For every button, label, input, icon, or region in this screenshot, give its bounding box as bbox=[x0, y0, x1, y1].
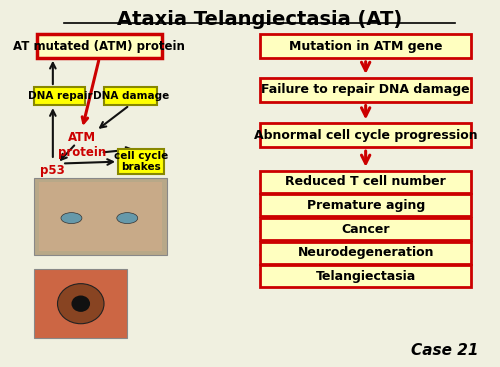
FancyBboxPatch shape bbox=[260, 171, 472, 193]
FancyBboxPatch shape bbox=[118, 149, 164, 174]
Text: Premature aging: Premature aging bbox=[306, 199, 425, 212]
Ellipse shape bbox=[58, 284, 104, 324]
FancyBboxPatch shape bbox=[260, 265, 472, 287]
Bar bbox=[34, 269, 128, 338]
Text: Failure to repair DNA damage: Failure to repair DNA damage bbox=[262, 83, 470, 96]
Text: ATM
protein: ATM protein bbox=[58, 131, 106, 159]
Text: Neurodegeneration: Neurodegeneration bbox=[298, 246, 434, 259]
FancyBboxPatch shape bbox=[260, 34, 472, 58]
FancyBboxPatch shape bbox=[260, 195, 472, 216]
Bar bbox=[39, 182, 162, 251]
Ellipse shape bbox=[61, 212, 82, 224]
FancyBboxPatch shape bbox=[260, 218, 472, 240]
FancyBboxPatch shape bbox=[260, 123, 472, 147]
FancyBboxPatch shape bbox=[260, 242, 472, 264]
FancyBboxPatch shape bbox=[36, 34, 162, 58]
FancyBboxPatch shape bbox=[260, 78, 472, 102]
FancyBboxPatch shape bbox=[104, 87, 158, 105]
Text: Ataxia Telangiectasia (AT): Ataxia Telangiectasia (AT) bbox=[117, 11, 403, 29]
Text: Mutation in ATM gene: Mutation in ATM gene bbox=[289, 40, 442, 52]
Text: p53: p53 bbox=[40, 164, 65, 177]
Text: DNA repair: DNA repair bbox=[28, 91, 92, 101]
Text: Case 21: Case 21 bbox=[411, 343, 478, 358]
Ellipse shape bbox=[117, 212, 138, 224]
Text: Reduced T cell number: Reduced T cell number bbox=[286, 175, 446, 188]
Ellipse shape bbox=[72, 295, 90, 312]
FancyBboxPatch shape bbox=[34, 87, 86, 105]
Text: AT mutated (ATM) protein: AT mutated (ATM) protein bbox=[14, 40, 186, 52]
Text: Abnormal cell cycle progression: Abnormal cell cycle progression bbox=[254, 129, 478, 142]
Text: cell cycle
brakes: cell cycle brakes bbox=[114, 151, 168, 172]
Text: Telangiectasia: Telangiectasia bbox=[316, 270, 416, 283]
Bar bbox=[34, 178, 167, 255]
Text: DNA damage: DNA damage bbox=[92, 91, 169, 101]
Text: Cancer: Cancer bbox=[342, 222, 390, 236]
